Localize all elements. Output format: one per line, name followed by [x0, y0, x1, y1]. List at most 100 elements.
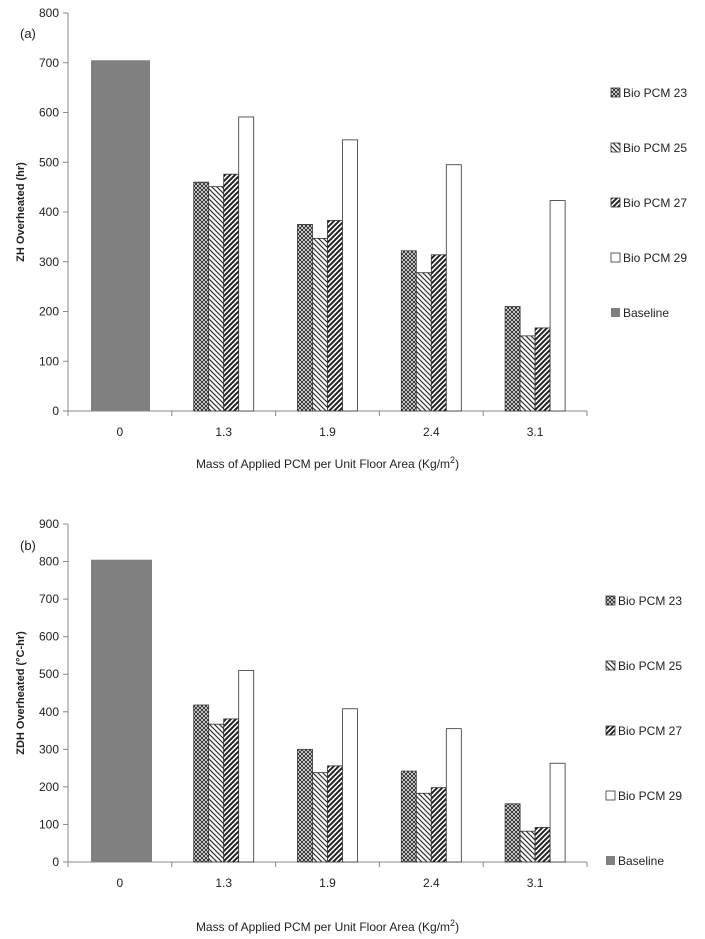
legend-swatch: [610, 197, 621, 208]
legend-swatch: [610, 87, 621, 98]
legend-item: Bio PCM 29: [610, 251, 687, 265]
y-tick-label: 800: [39, 555, 59, 569]
y-tick-label: 0: [52, 404, 59, 418]
chart-panel-b: 0 100 200 300 400 500 600 700 800 900 0 1.3 1.9 2.4 3.…: [15, 517, 682, 934]
x-tick-label: 1.9: [319, 425, 336, 439]
legend-item: Baseline: [606, 854, 664, 868]
legend-swatch: [605, 725, 616, 736]
bar-bio-pcm-25: [519, 335, 536, 412]
bar-bio-pcm-27: [223, 173, 240, 412]
bar-bio-pcm-27: [327, 220, 343, 412]
legend-swatch: [606, 856, 615, 865]
y-tick-label: 200: [39, 305, 59, 319]
bar-bio-pcm-27: [430, 787, 447, 863]
y-tick-label: 400: [39, 205, 59, 219]
x-tick-label: 1.3: [215, 425, 232, 439]
y-tick-label: 100: [39, 354, 59, 368]
legend-label: Baseline: [618, 854, 664, 868]
y-tick-label: 100: [39, 817, 59, 831]
legend-item: Bio PCM 29: [605, 789, 682, 803]
bar-baseline: [91, 559, 152, 862]
bar-bio-pcm-27: [534, 327, 551, 412]
y-tick-label: 900: [39, 517, 59, 531]
bar-bio-pcm-23: [193, 181, 210, 412]
legend-swatch: [605, 660, 616, 671]
bar-bio-pcm-23: [297, 748, 313, 863]
bar-bio-pcm-27: [223, 718, 240, 863]
y-tick-label: 400: [39, 705, 59, 719]
legend-label: Bio PCM 23: [623, 86, 687, 100]
legend-swatch: [605, 790, 616, 801]
legend-label: Bio PCM 29: [618, 789, 682, 803]
bar-bio-pcm-29: [549, 762, 566, 863]
bar-bio-pcm-25: [415, 272, 432, 412]
legend-item: Bio PCM 27: [605, 724, 682, 738]
y-tick-label: 800: [39, 6, 59, 20]
y-tick-label: 300: [39, 742, 59, 756]
x-tick-label: 1.3: [215, 876, 232, 890]
bar-bio-pcm-23: [400, 250, 417, 412]
chart-panel-a: 0 100 200 300 400 500 600 700 800 0 1.3 1.9 2.4 3.1 (a…: [15, 6, 687, 471]
x-tick-label: 1.9: [319, 876, 336, 890]
x-axis-title: Mass of Applied PCM per Unit Floor Area …: [196, 455, 459, 471]
y-tick-label: 600: [39, 630, 59, 644]
bar-bio-pcm-27: [327, 765, 343, 863]
y-tick-label: 200: [39, 780, 59, 794]
legend-label: Bio PCM 25: [618, 659, 682, 673]
bar-bio-pcm-23: [504, 306, 521, 412]
legend-label: Bio PCM 27: [618, 724, 682, 738]
legend-swatch: [605, 595, 616, 606]
bar-bio-pcm-25: [312, 237, 328, 412]
bar-bio-pcm-23: [297, 224, 313, 412]
legend-label: Bio PCM 23: [618, 594, 682, 608]
legend-swatch: [610, 252, 621, 263]
panel-label: (a): [20, 26, 36, 41]
bar-bio-pcm-29: [342, 708, 358, 863]
bar-baseline: [91, 60, 150, 411]
panel-label: (b): [20, 538, 36, 553]
y-tick-label: 700: [39, 592, 59, 606]
bar-bio-pcm-25: [312, 772, 328, 863]
x-tick-label: 2.4: [423, 876, 440, 890]
legend-item: Bio PCM 23: [610, 86, 687, 100]
bar-bio-pcm-25: [208, 186, 225, 412]
y-tick-label: 500: [39, 667, 59, 681]
x-axis-title: Mass of Applied PCM per Unit Floor Area …: [196, 918, 459, 934]
bar-bio-pcm-29: [238, 116, 255, 412]
bar-bio-pcm-27: [534, 827, 551, 863]
y-tick-label: 500: [39, 155, 59, 169]
x-tick-label: 0: [117, 425, 124, 439]
bar-bio-pcm-29: [342, 139, 358, 412]
y-tick-label: 700: [39, 56, 59, 70]
y-tick-label: 600: [39, 106, 59, 120]
x-tick-label: 0: [117, 876, 124, 890]
bar-bio-pcm-25: [519, 830, 536, 863]
y-axis-title: ZDH Overheated (°C-hr): [15, 631, 27, 755]
bar-bio-pcm-25: [208, 723, 225, 863]
bar-bio-pcm-23: [504, 803, 521, 863]
legend-item: Bio PCM 25: [610, 141, 687, 155]
legend-label: Bio PCM 27: [623, 196, 687, 210]
bar-bio-pcm-29: [445, 164, 462, 412]
legend-label: Baseline: [623, 306, 669, 320]
y-axis-title: ZH Overheated (hr): [15, 162, 27, 262]
legend-swatch: [610, 142, 621, 153]
legend-item: Bio PCM 27: [610, 196, 687, 210]
bar-bio-pcm-25: [415, 792, 432, 863]
bar-bio-pcm-29: [445, 728, 462, 863]
bar-bio-pcm-23: [193, 704, 210, 863]
legend-item: Bio PCM 23: [605, 594, 682, 608]
legend-label: Bio PCM 25: [623, 141, 687, 155]
bar-bio-pcm-23: [400, 770, 417, 863]
x-tick-label: 3.1: [527, 876, 544, 890]
x-tick-label: 2.4: [423, 425, 440, 439]
bar-bio-pcm-29: [549, 200, 566, 412]
legend-label: Bio PCM 29: [623, 251, 687, 265]
legend-item: Baseline: [611, 306, 669, 320]
x-tick-label: 3.1: [527, 425, 544, 439]
legend-swatch: [611, 308, 620, 317]
bar-bio-pcm-27: [430, 254, 447, 412]
legend-item: Bio PCM 25: [605, 659, 682, 673]
